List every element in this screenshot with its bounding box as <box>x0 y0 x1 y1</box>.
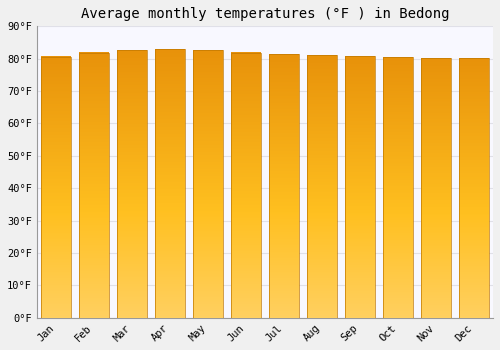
Bar <box>155 49 184 318</box>
Bar <box>307 55 337 318</box>
Bar <box>383 57 413 318</box>
Bar <box>231 52 260 318</box>
Bar <box>117 50 146 318</box>
Bar <box>459 58 489 318</box>
Bar <box>269 55 299 318</box>
Bar <box>345 56 375 318</box>
Bar <box>41 57 70 318</box>
Bar <box>421 58 451 318</box>
Title: Average monthly temperatures (°F ) in Bedong: Average monthly temperatures (°F ) in Be… <box>80 7 449 21</box>
Bar <box>193 50 222 318</box>
Bar <box>79 52 108 318</box>
